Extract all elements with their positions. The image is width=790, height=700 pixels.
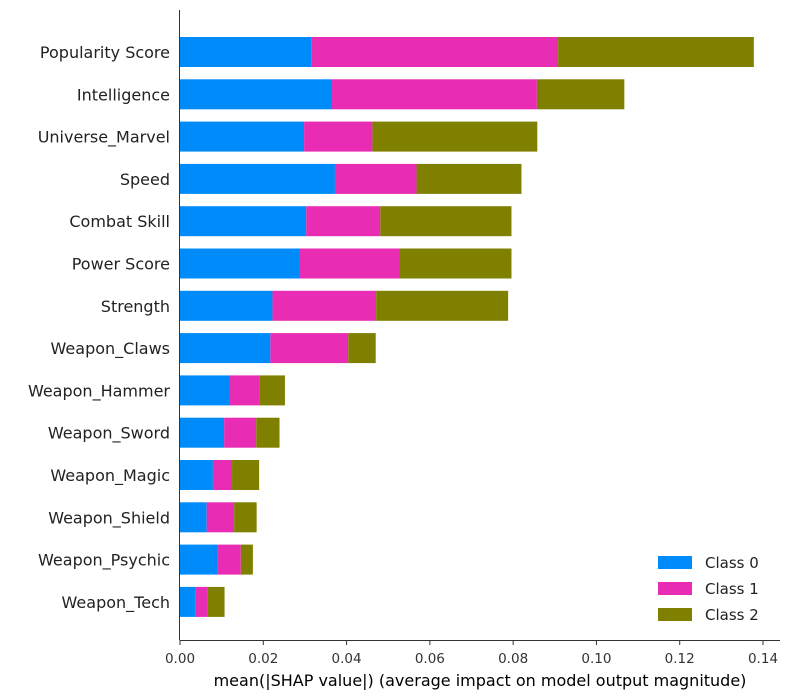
bar-intelligence-class-2	[536, 79, 625, 110]
x-tick-label: 0.14	[748, 651, 778, 667]
bar-weapon-hammer-class-2	[259, 375, 285, 406]
bar-weapon-magic-class-1	[212, 460, 233, 490]
bars-layer	[180, 37, 754, 617]
feature-label-universe-marvel: Universe_Marvel	[38, 128, 170, 148]
x-tick-label: 0.12	[665, 651, 695, 667]
bar-power-score-class-1	[299, 248, 400, 279]
legend-label-class-1: Class 1	[705, 580, 759, 598]
feature-label-popularity-score: Popularity Score	[40, 43, 170, 62]
bar-weapon-tech-class-1	[195, 586, 208, 617]
legend-swatch-class-2	[658, 608, 692, 621]
feature-label-weapon-shield: Weapon_Shield	[48, 508, 170, 528]
bar-weapon-sword-class-1	[224, 417, 257, 448]
bar-weapon-psychic-class-1	[217, 544, 241, 575]
bar-weapon-claws-class-0	[180, 333, 271, 364]
feature-label-weapon-tech: Weapon_Tech	[62, 593, 170, 613]
legend-swatch-class-1	[658, 582, 692, 595]
x-axis-ticks: 0.00 0.02 0.04 0.06 0.08 0.10 0.12 0.14	[165, 640, 778, 667]
legend: Class 0 Class 1 Class 2	[658, 554, 759, 624]
bar-speed-class-2	[416, 163, 522, 194]
x-tick-label: 0.10	[581, 651, 611, 667]
feature-label-weapon-psychic: Weapon_Psychic	[38, 551, 170, 571]
bar-weapon-magic-class-0	[180, 460, 213, 490]
bar-universe-marvel-class-1	[304, 121, 373, 152]
feature-label-combat-skill: Combat Skill	[69, 212, 170, 231]
bar-weapon-shield-class-0	[180, 502, 207, 533]
feature-label-weapon-sword: Weapon_Sword	[48, 424, 170, 444]
bar-power-score-class-0	[180, 248, 300, 279]
bar-weapon-hammer-class-0	[180, 375, 230, 406]
x-tick-label: 0.06	[415, 651, 445, 667]
feature-label-power-score: Power Score	[72, 255, 170, 274]
x-tick-label: 0.00	[165, 651, 195, 667]
legend-label-class-0: Class 0	[705, 554, 759, 572]
x-tick-label: 0.02	[248, 651, 278, 667]
feature-label-weapon-magic: Weapon_Magic	[50, 466, 170, 486]
x-axis-label: mean(|SHAP value|) (average impact on mo…	[214, 671, 747, 690]
x-tick-label: 0.04	[332, 651, 362, 667]
bar-weapon-tech-class-2	[207, 586, 225, 617]
bar-power-score-class-2	[399, 248, 512, 279]
bar-popularity-score-class-2	[558, 37, 754, 67]
bar-universe-marvel-class-2	[372, 121, 538, 152]
bar-combat-skill-class-2	[380, 206, 512, 237]
bar-combat-skill-class-0	[180, 206, 307, 237]
feature-label-strength: Strength	[101, 297, 170, 316]
bar-weapon-magic-class-2	[232, 460, 260, 490]
bar-universe-marvel-class-0	[180, 121, 305, 152]
bar-weapon-claws-class-2	[348, 333, 376, 364]
feature-labels: Popularity Score Intelligence Universe_Mar…	[28, 43, 170, 613]
bar-strength-class-0	[180, 290, 273, 321]
bar-strength-class-2	[376, 290, 509, 321]
bar-combat-skill-class-1	[306, 206, 381, 237]
feature-label-weapon-hammer: Weapon_Hammer	[28, 381, 170, 401]
legend-label-class-2: Class 2	[705, 606, 759, 624]
feature-label-intelligence: Intelligence	[77, 85, 170, 104]
feature-label-weapon-claws: Weapon_Claws	[51, 339, 170, 359]
bar-weapon-shield-class-1	[206, 502, 235, 533]
bar-weapon-hammer-class-1	[229, 375, 260, 406]
bar-speed-class-1	[334, 163, 417, 194]
bar-weapon-claws-class-1	[270, 333, 349, 364]
legend-swatch-class-0	[658, 556, 692, 569]
bar-popularity-score-class-0	[180, 37, 312, 67]
bar-intelligence-class-0	[180, 79, 332, 110]
bar-strength-class-1	[272, 290, 377, 321]
feature-label-speed: Speed	[120, 170, 170, 189]
bar-intelligence-class-1	[332, 79, 537, 110]
bar-weapon-tech-class-0	[180, 586, 196, 617]
bar-weapon-psychic-class-0	[180, 544, 218, 575]
bar-weapon-sword-class-2	[256, 417, 280, 448]
bar-weapon-psychic-class-2	[240, 544, 253, 575]
bar-popularity-score-class-1	[311, 37, 559, 67]
bar-speed-class-0	[180, 163, 335, 194]
x-tick-label: 0.08	[498, 651, 528, 667]
bar-weapon-sword-class-0	[180, 417, 225, 448]
bar-weapon-shield-class-2	[234, 502, 257, 533]
